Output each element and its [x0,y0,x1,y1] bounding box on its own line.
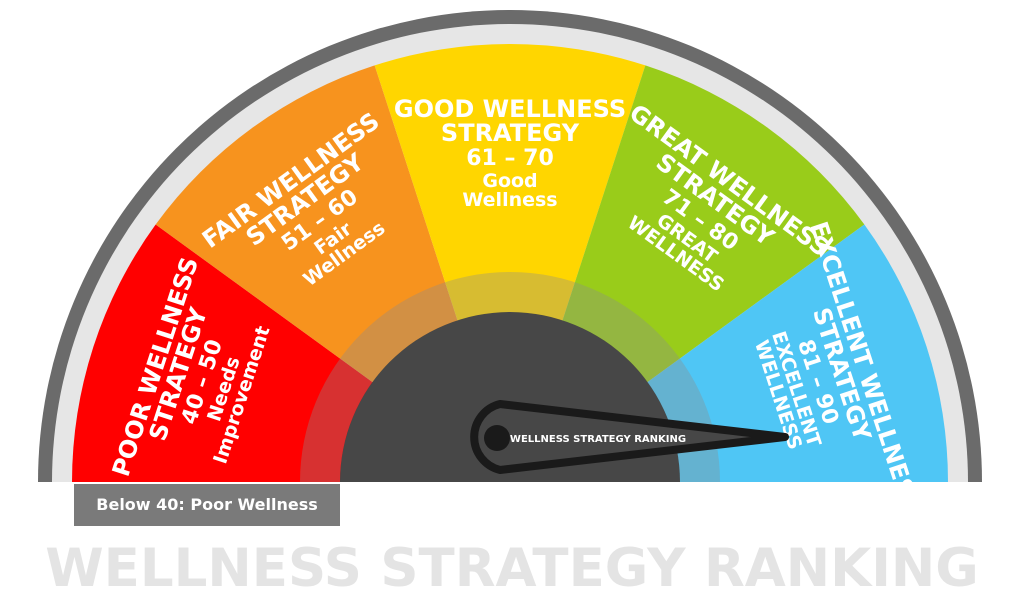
segment-title: STRATEGY [441,119,580,147]
segment-detail: Wellness [462,189,557,211]
segment-detail: 61 – 70 [466,146,554,171]
needle: WELLNESS STRATEGY RANKING [470,400,789,474]
segment-2 [374,43,646,482]
page-title: WELLNESS STRATEGY RANKING [45,538,979,599]
needle-pivot [484,425,510,451]
below-40-label: Below 40: Poor Wellness [74,484,340,526]
needle-label: WELLNESS STRATEGY RANKING [510,434,686,445]
baseline-gap [30,482,994,486]
segment-title: GOOD WELLNESS [394,95,626,123]
translucent-ring [300,272,720,482]
segment-detail: Good [482,170,537,192]
